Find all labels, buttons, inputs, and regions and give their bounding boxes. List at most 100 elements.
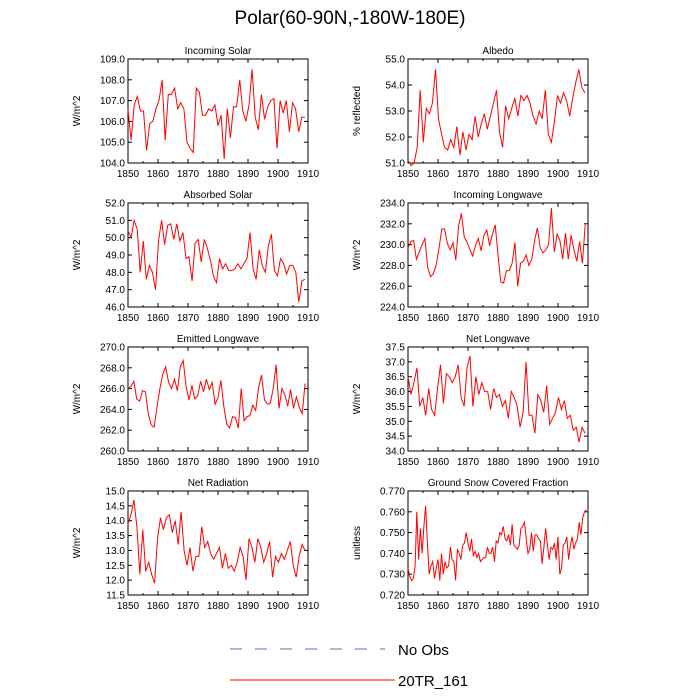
x-tick-label: 1910	[297, 313, 320, 324]
panel-title: Absorbed Solar	[184, 190, 254, 201]
y-tick-label: 14.0	[106, 516, 126, 527]
plot-frame	[127, 202, 309, 308]
figure-title: Polar(60-90N,-180W-180E)	[234, 8, 466, 29]
series-line-20tr-161	[127, 69, 305, 159]
y-tick-label: 35.5	[386, 402, 406, 413]
legend: No Obs 20TR_161	[230, 642, 468, 690]
y-tick-label: 34.0	[386, 447, 406, 458]
y-tick-label: 0.760	[380, 507, 405, 518]
y-tick-label: 234.0	[380, 199, 405, 210]
y-tick-label: 52.0	[386, 133, 406, 144]
x-tick-label: 1890	[237, 601, 260, 612]
x-tick-label: 1860	[427, 457, 450, 468]
x-tick-label: 1850	[117, 601, 140, 612]
y-tick-label: 46.0	[106, 303, 126, 314]
y-tick-label: 0.730	[380, 570, 405, 581]
panel-title: Net Longwave	[466, 334, 530, 345]
y-axis-label: W/m^2	[72, 383, 83, 414]
y-tick-label: 105.0	[100, 138, 125, 149]
chart-panels: Incoming Solar 1850 1860 1870 1880 1890 1900 19…	[72, 46, 600, 612]
series-line-20tr-161	[127, 218, 306, 302]
x-tick-label: 1880	[207, 601, 230, 612]
y-tick-label: 224.0	[380, 303, 405, 314]
y-tick-label: 55.0	[386, 55, 406, 66]
x-tick-label: 1910	[297, 169, 320, 180]
y-axis-label: W/m^2	[72, 239, 83, 270]
panel-emitted-longwave: Emitted Longwave 1850 1860 1870 1880 1890 1900…	[72, 334, 320, 468]
y-tick-label: 0.740	[380, 549, 405, 560]
x-tick-label: 1910	[297, 457, 320, 468]
x-tick-label: 1860	[147, 169, 170, 180]
y-tick-label: 48.0	[106, 268, 126, 279]
series-line-20tr-161	[407, 69, 586, 167]
y-tick-label: 260.0	[100, 447, 125, 458]
x-tick-label: 1870	[177, 601, 200, 612]
x-tick-label: 1860	[427, 601, 450, 612]
x-tick-label: 1880	[487, 313, 510, 324]
x-tick-label: 1870	[177, 313, 200, 324]
y-tick-label: 51.0	[386, 159, 406, 170]
x-tick-label: 1880	[207, 457, 230, 468]
panel-title: Incoming Solar	[185, 46, 252, 57]
panel-incoming-longwave: Incoming Longwave 1850 1860 1870 1880 1890 190…	[352, 190, 600, 324]
y-tick-label: 37.5	[386, 343, 406, 354]
y-tick-label: 107.0	[100, 96, 125, 107]
y-tick-label: 264.0	[100, 405, 125, 416]
panel-incoming-solar: Incoming Solar 1850 1860 1870 1880 1890 1900 19…	[72, 46, 320, 180]
y-tick-label: 34.5	[386, 432, 406, 443]
x-tick-label: 1870	[457, 457, 480, 468]
x-tick-label: 1890	[237, 169, 260, 180]
y-tick-label: 36.5	[386, 372, 406, 383]
y-tick-label: 230.0	[380, 240, 405, 251]
panel-net-longwave: Net Longwave 1850 1860 1870 1880 1890 1900 1910…	[352, 334, 600, 468]
x-tick-label: 1850	[397, 313, 420, 324]
y-tick-label: 11.5	[106, 591, 125, 602]
y-axis-label: W/m^2	[72, 527, 83, 558]
x-tick-label: 1900	[267, 601, 290, 612]
y-tick-label: 51.0	[106, 216, 126, 227]
panel-title: Net Radiation	[188, 478, 249, 489]
x-tick-label: 1900	[267, 457, 290, 468]
x-tick-label: 1900	[547, 169, 570, 180]
y-tick-label: 37.0	[386, 357, 406, 368]
panel-ground-snow-covered-fraction: Ground Snow Covered Fraction 1850 1860 1870…	[352, 478, 600, 612]
x-tick-label: 1860	[427, 169, 450, 180]
series-line-20tr-161	[127, 499, 306, 584]
x-tick-label: 1900	[267, 169, 290, 180]
y-tick-label: 35.0	[386, 417, 406, 428]
y-tick-label: 36.0	[386, 387, 406, 398]
panel-net-radiation: Net Radiation 1850 1860 1870 1880 1890 1900 191…	[72, 478, 320, 612]
x-tick-label: 1850	[117, 457, 140, 468]
x-tick-label: 1910	[577, 457, 600, 468]
legend-label-no-obs: No Obs	[398, 642, 449, 659]
y-tick-label: 266.0	[100, 384, 125, 395]
y-tick-label: 108.0	[100, 75, 125, 86]
x-tick-label: 1870	[457, 169, 480, 180]
x-tick-label: 1880	[487, 601, 510, 612]
plot-frame	[407, 346, 589, 452]
x-tick-label: 1850	[397, 169, 420, 180]
x-tick-label: 1910	[297, 601, 320, 612]
y-axis-label: W/m^2	[352, 383, 363, 414]
y-tick-label: 0.770	[380, 487, 405, 498]
x-tick-label: 1890	[517, 169, 540, 180]
x-tick-label: 1880	[207, 313, 230, 324]
x-tick-label: 1900	[547, 313, 570, 324]
series-line-20tr-161	[407, 355, 586, 443]
x-tick-label: 1850	[117, 313, 140, 324]
legend-label-20tr-161: 20TR_161	[398, 673, 468, 690]
x-tick-label: 1900	[267, 313, 290, 324]
x-tick-label: 1910	[577, 601, 600, 612]
x-tick-label: 1880	[207, 169, 230, 180]
x-tick-label: 1850	[397, 457, 420, 468]
panel-absorbed-solar: Absorbed Solar 1850 1860 1870 1880 1890 1900 19…	[72, 190, 320, 324]
y-axis-label: W/m^2	[352, 239, 363, 270]
x-tick-label: 1910	[577, 169, 600, 180]
x-tick-label: 1900	[547, 601, 570, 612]
x-tick-label: 1850	[397, 601, 420, 612]
y-axis-label: W/m^2	[72, 95, 83, 126]
x-tick-label: 1890	[237, 313, 260, 324]
series-line-20tr-161	[127, 358, 306, 430]
panel-albedo: Albedo 1850 1860 1870 1880 1890 1900 1910 51.0 52…	[352, 46, 600, 180]
